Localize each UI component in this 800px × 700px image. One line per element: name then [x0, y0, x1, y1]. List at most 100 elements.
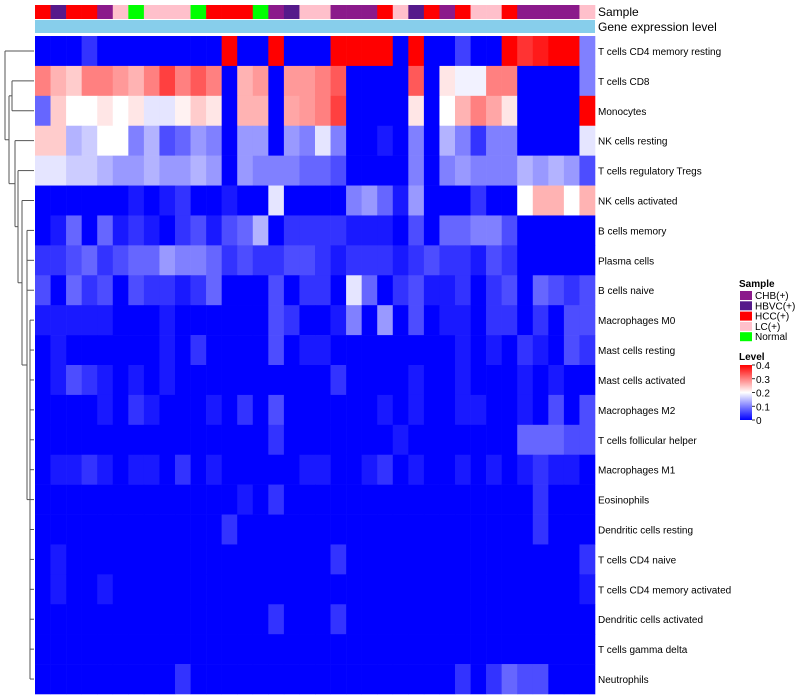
heatmap-cell — [486, 65, 502, 97]
heatmap-cell — [361, 245, 378, 276]
heatmap-cell — [35, 335, 51, 366]
heatmap-cell — [221, 65, 238, 97]
heatmap-cell — [470, 95, 487, 127]
heatmap-cell — [268, 95, 285, 127]
heatmap-cell — [501, 484, 518, 515]
heatmap-cell — [112, 544, 129, 575]
heatmap-cell — [330, 634, 347, 665]
row-label: T cells regulatory Tregs — [598, 167, 702, 178]
heatmap-cell — [35, 664, 51, 695]
heatmap-cell — [563, 664, 580, 695]
heatmap-cell — [252, 484, 269, 515]
heatmap-cell — [237, 275, 254, 306]
heatmap-cell — [392, 95, 409, 127]
heatmap-cell — [143, 215, 160, 246]
sample-annotation-cell — [143, 5, 160, 19]
heatmap-cell — [361, 215, 378, 246]
heatmap-cell — [346, 155, 362, 186]
sample-annotation-cell — [579, 5, 596, 19]
heatmap-cell — [346, 394, 362, 426]
heatmap-cell — [159, 36, 176, 67]
heatmap-cell — [143, 634, 160, 665]
heatmap-cell — [423, 604, 440, 635]
heatmap-cell — [268, 484, 285, 515]
heatmap-cell — [563, 484, 580, 515]
heatmap-cell — [66, 275, 82, 306]
heatmap-cell — [439, 454, 456, 485]
heatmap-cell — [579, 36, 596, 67]
heatmap-cell — [486, 664, 502, 695]
heatmap-cell — [486, 394, 502, 426]
sample-annotation-cell — [81, 5, 98, 19]
heatmap-cell — [392, 484, 409, 515]
heatmap-cell — [35, 215, 51, 246]
heatmap-cell — [517, 125, 534, 156]
heatmap-cell — [563, 454, 580, 485]
heatmap-cell — [532, 634, 549, 665]
heatmap-cell — [206, 185, 222, 216]
heatmap-cell — [361, 335, 378, 366]
heatmap-cell — [175, 155, 191, 186]
heatmap-cell — [81, 604, 98, 635]
heatmap-cell — [128, 484, 145, 515]
heatmap-cell — [66, 335, 82, 366]
heatmap-cell — [190, 36, 207, 67]
heatmap-cell — [50, 185, 67, 216]
sample-annotation-cell — [330, 5, 347, 19]
heatmap-cell — [470, 155, 487, 186]
heatmap-cell — [50, 365, 67, 396]
heatmap-cell — [299, 335, 316, 366]
heatmap-cell — [346, 544, 362, 575]
row-label: Macrophages M2 — [598, 406, 676, 417]
row-label: T cells follicular helper — [598, 436, 697, 447]
heatmap-cell — [423, 185, 440, 216]
level-legend-label: 0.3 — [756, 375, 770, 386]
heatmap-cell — [97, 604, 114, 635]
heatmap-cell — [268, 604, 285, 635]
heatmap-cell — [330, 574, 347, 605]
sample-annotation-cell — [221, 5, 238, 19]
heatmap-cell — [112, 65, 129, 97]
level-legend-label: 0.1 — [756, 402, 770, 413]
heatmap-cell — [283, 36, 300, 67]
heatmap-cell — [408, 335, 425, 366]
heatmap-cell — [408, 484, 425, 515]
heatmap-cell — [237, 335, 254, 366]
heatmap-cell — [377, 424, 394, 456]
heatmap-cell — [439, 95, 456, 127]
heatmap-cell — [392, 574, 409, 605]
heatmap-cell — [299, 394, 316, 426]
heatmap-cell — [81, 245, 98, 276]
heatmap-cell — [252, 664, 269, 695]
heatmap-cell — [97, 245, 114, 276]
heatmap-cell — [128, 125, 145, 156]
heatmap-cell — [377, 574, 394, 605]
heatmap-cell — [455, 454, 471, 485]
sample-annotation-cell — [392, 5, 409, 19]
heatmap-cell — [268, 335, 285, 366]
heatmap-cell — [501, 95, 518, 127]
heatmap-cell — [470, 335, 487, 366]
heatmap-cell — [315, 544, 331, 575]
heatmap-cell — [252, 544, 269, 575]
heatmap-cell — [190, 275, 207, 306]
heatmap-cell — [548, 604, 565, 635]
sample-legend-swatch — [740, 311, 752, 321]
heatmap-cell — [128, 155, 145, 186]
heatmap-cell — [175, 664, 191, 695]
heatmap-cell — [237, 424, 254, 456]
heatmap-cell — [112, 634, 129, 665]
heatmap-cell — [283, 155, 300, 186]
heatmap-cell — [346, 484, 362, 515]
heatmap-cell — [455, 275, 471, 306]
heatmap-cell — [532, 36, 549, 67]
heatmap-cell — [392, 424, 409, 456]
heatmap-cell — [377, 664, 394, 695]
heatmap-cell — [548, 514, 565, 545]
sample-annotation-track — [35, 5, 596, 19]
heatmap-cell — [330, 484, 347, 515]
heatmap-cell — [283, 394, 300, 426]
heatmap-cell — [423, 544, 440, 575]
heatmap-cell — [81, 574, 98, 605]
heatmap-cell — [501, 36, 518, 67]
